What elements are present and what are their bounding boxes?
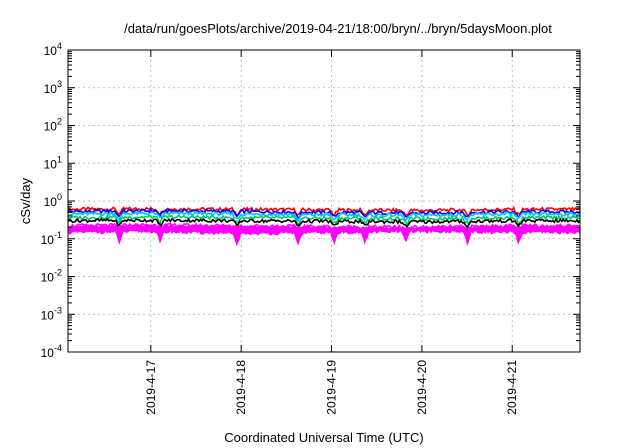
x-tick-label: 2019-4-20	[415, 360, 429, 415]
y-tick-label: 100	[44, 192, 62, 209]
y-tick-base: 10	[44, 82, 58, 96]
x-tick-label: 2019-4-17	[144, 360, 158, 415]
y-tick-exponent: 3	[57, 79, 62, 89]
y-tick-label: 10-2	[41, 268, 62, 285]
y-tick-exponent: -3	[54, 305, 62, 315]
y-tick-base: 10	[44, 44, 58, 58]
y-tick-base: 10	[41, 233, 55, 247]
magenta-fill-band	[68, 224, 580, 247]
chart-title: /data/run/goesPlots/archive/2019-04-21/1…	[124, 21, 552, 36]
series-lines	[67, 205, 581, 234]
y-tick-base: 10	[41, 271, 55, 285]
x-tick-label: 2019-4-21	[505, 360, 519, 415]
y-tick-exponent: 2	[57, 117, 62, 127]
series-line-5	[67, 222, 581, 234]
x-tick-label: 2019-4-19	[325, 360, 339, 415]
y-tick-label: 101	[44, 154, 62, 171]
y-tick-base: 10	[44, 157, 58, 171]
y-tick-label: 102	[44, 117, 62, 134]
grid	[68, 50, 580, 352]
y-tick-base: 10	[41, 346, 55, 360]
x-tick-label: 2019-4-18	[234, 360, 248, 415]
y-tick-label: 104	[44, 41, 62, 58]
y-tick-base: 10	[44, 120, 58, 134]
magenta-band	[68, 224, 580, 247]
y-tick-label: 10-1	[41, 230, 62, 247]
y-tick-exponent: -4	[54, 343, 62, 353]
x-axis: 2019-4-17 2019-4-18 2019-4-19 2019-4-20 2019…	[144, 50, 519, 415]
y-tick-label: 10-3	[41, 305, 62, 322]
series-line-3	[67, 213, 581, 227]
y-axis-label: cSv/day	[18, 177, 33, 224]
y-tick-exponent: -1	[54, 230, 62, 240]
y-tick-base: 10	[41, 308, 55, 322]
series-line-4	[67, 217, 581, 229]
y-tick-label: 10-4	[41, 343, 62, 360]
y-tick-label: 103	[44, 79, 62, 96]
series-line-2	[67, 210, 581, 223]
y-tick-exponent: 4	[57, 41, 62, 51]
y-tick-base: 10	[44, 195, 58, 209]
x-axis-label: Coordinated Universal Time (UTC)	[224, 430, 423, 445]
y-tick-exponent: 1	[57, 154, 62, 164]
y-tick-exponent: -2	[54, 268, 62, 278]
y-tick-exponent: 0	[57, 192, 62, 202]
series-line-1	[67, 207, 581, 220]
